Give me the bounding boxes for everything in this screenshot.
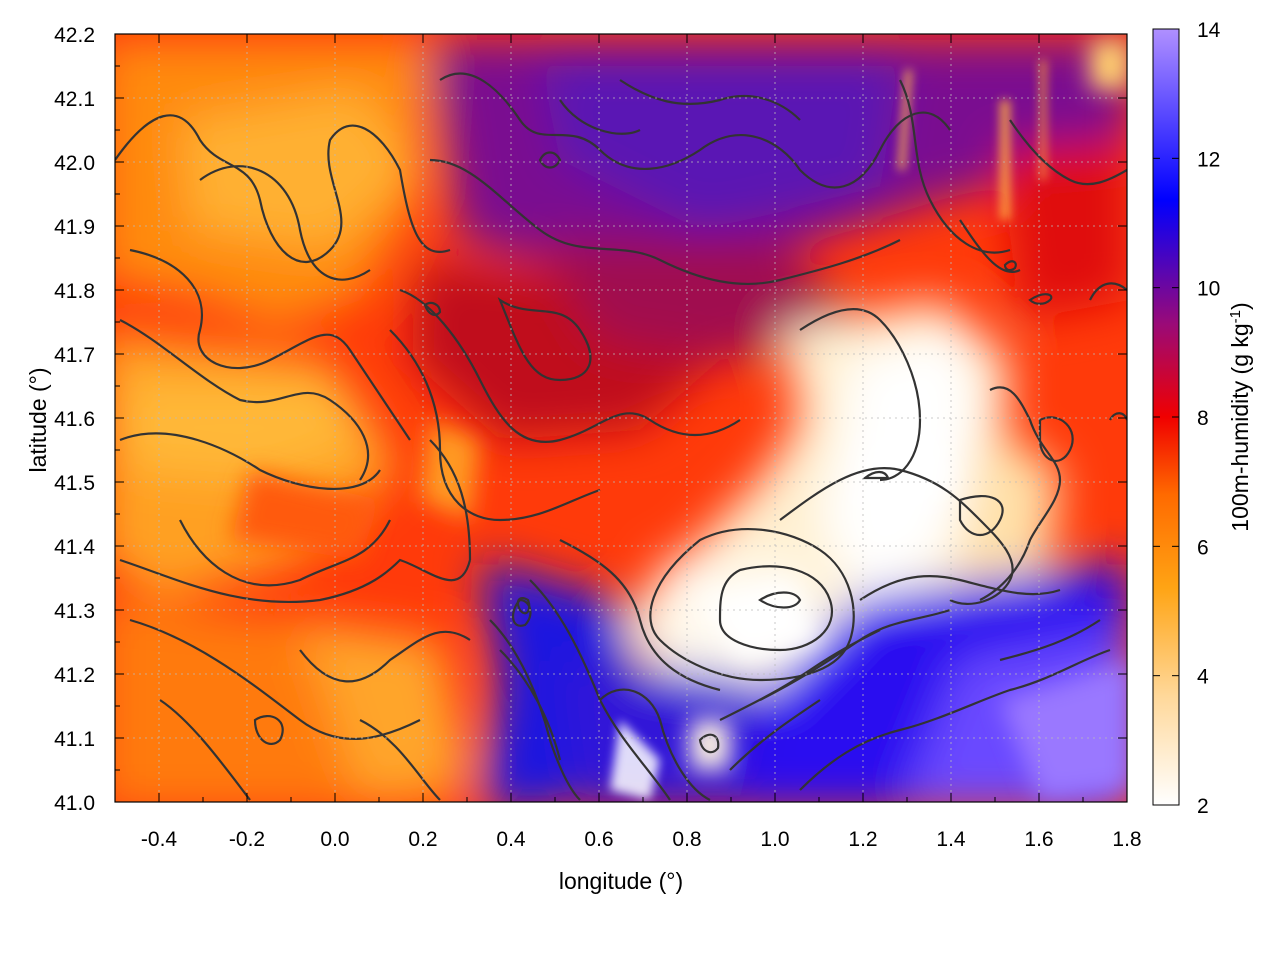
y-tick-label: 41.7	[54, 344, 95, 367]
x-tick-label: 0.2	[408, 828, 437, 851]
humidity-heatmap	[115, 34, 1127, 802]
x-tick-label: 1.6	[1024, 828, 1053, 851]
x-tick-label: 0.4	[496, 828, 526, 851]
colorbar-tick-label: 10	[1197, 278, 1220, 301]
y-tick-label: 41.4	[54, 536, 95, 559]
colorbar-title: 100m-humidity (g kg-1)	[1227, 302, 1254, 531]
x-tick-label: -0.4	[141, 828, 178, 851]
colorbar-tick-label: 14	[1197, 19, 1221, 42]
y-axis: 41.0 41.1 41.2 41.3 41.4 41.5 41.6 41.7 41.8 41.9…	[54, 24, 1127, 815]
colorbar-tick-label: 6	[1197, 536, 1209, 559]
x-tick-label: 1.0	[760, 828, 789, 851]
colorbar-tick-label: 2	[1197, 795, 1209, 818]
x-tick-label: 0.6	[584, 828, 613, 851]
colorbar-axis: 2 4 6 8 10 12 14	[1153, 19, 1221, 818]
y-tick-label: 41.8	[54, 280, 95, 303]
y-axis-title: latitude (°)	[25, 367, 51, 472]
y-tick-label: 42.2	[54, 24, 95, 47]
x-tick-label: 1.8	[1112, 828, 1141, 851]
x-tick-label: 1.4	[936, 828, 966, 851]
colorbar-tick-label: 8	[1197, 407, 1209, 430]
colorbar-tick-label: 12	[1197, 148, 1220, 171]
y-tick-label: 41.9	[54, 216, 95, 239]
y-tick-label: 42.1	[54, 88, 95, 111]
x-tick-label: 0.0	[320, 828, 349, 851]
x-tick-label: 0.8	[672, 828, 701, 851]
x-axis-title: longitude (°)	[559, 868, 683, 894]
y-tick-label: 41.0	[54, 792, 95, 815]
x-axis: -0.4 -0.2 0.0 0.2 0.4 0.6 0.8 1.0 1.2 1.4 1.6 1.8	[114, 34, 1142, 851]
y-tick-label: 41.3	[54, 600, 95, 623]
x-tick-label: -0.2	[229, 828, 265, 851]
y-tick-label: 41.1	[54, 728, 95, 751]
y-tick-label: 41.5	[54, 472, 95, 495]
x-tick-label: 1.2	[848, 828, 877, 851]
colorbar-tick-label: 4	[1197, 666, 1209, 689]
y-tick-label: 41.2	[54, 664, 95, 687]
y-tick-label: 42.0	[54, 152, 95, 175]
contour-lines	[115, 72, 1127, 801]
y-tick-label: 41.6	[54, 408, 95, 431]
